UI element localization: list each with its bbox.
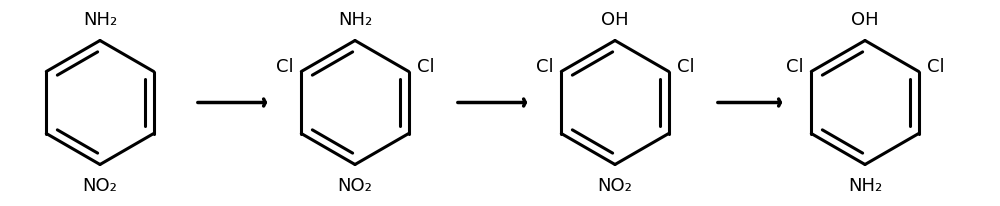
Text: Cl: Cl <box>536 58 553 76</box>
Text: NO₂: NO₂ <box>338 177 372 194</box>
Text: Cl: Cl <box>677 58 694 76</box>
Text: OH: OH <box>601 12 629 29</box>
Text: NH₂: NH₂ <box>848 177 882 194</box>
Text: Cl: Cl <box>927 58 944 76</box>
Text: OH: OH <box>851 12 879 29</box>
Text: NO₂: NO₂ <box>598 177 632 194</box>
Text: Cl: Cl <box>417 58 434 76</box>
Text: NO₂: NO₂ <box>83 177 117 194</box>
Text: NH₂: NH₂ <box>83 12 117 29</box>
Text: Cl: Cl <box>786 58 803 76</box>
Text: Cl: Cl <box>276 58 293 76</box>
Text: NH₂: NH₂ <box>338 12 372 29</box>
